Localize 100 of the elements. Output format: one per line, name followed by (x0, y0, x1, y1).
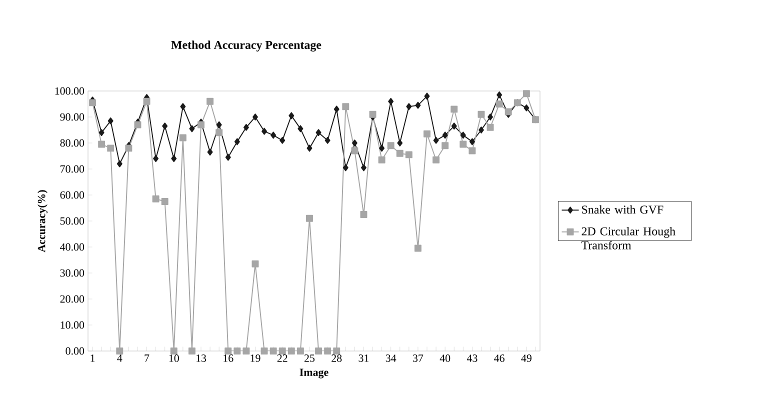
point (224, 348, 232, 354)
point (306, 144, 312, 152)
y-tick-label: 0.00 (66, 347, 84, 355)
point (262, 128, 268, 135)
point (424, 92, 430, 100)
point (424, 130, 430, 138)
x-tick-label: 1 (90, 354, 95, 362)
y-tick-label: 40.00 (60, 243, 84, 251)
point (280, 136, 286, 144)
point (198, 121, 204, 128)
point (432, 156, 440, 164)
point (351, 147, 358, 154)
point (234, 138, 240, 146)
point (216, 129, 223, 136)
point (460, 132, 466, 139)
point (469, 138, 475, 146)
y-tick-label: 100.00 (55, 87, 84, 95)
point (278, 348, 286, 354)
point (206, 98, 214, 105)
point (397, 140, 403, 146)
chart-title: Method Accuracy Percentage (171, 40, 322, 52)
point (288, 112, 294, 120)
point (352, 140, 358, 146)
point (315, 348, 322, 354)
x-tick-label: 16 (224, 354, 234, 362)
point (478, 126, 484, 134)
point (360, 164, 366, 172)
x-tick-label: 40 (440, 354, 450, 362)
point (143, 98, 150, 105)
point (342, 103, 350, 110)
y-axis-title: Accuracy(%) (38, 190, 48, 252)
x-axis-title: Image (300, 368, 328, 378)
point (270, 132, 276, 139)
point (188, 348, 196, 354)
x-tick-label: 28 (332, 354, 342, 362)
x-tick-label: 19 (250, 354, 260, 362)
point (252, 114, 258, 120)
point (242, 348, 250, 354)
x-tick-label: 37 (413, 354, 424, 362)
point (496, 100, 503, 108)
point (450, 106, 458, 113)
point (333, 348, 340, 354)
point (298, 125, 304, 132)
x-tick-label: 7 (144, 354, 150, 362)
point (496, 91, 502, 98)
point (116, 160, 122, 168)
legend-label: 2D Circular Hough Transform (581, 226, 676, 250)
point (524, 104, 530, 112)
point (379, 144, 385, 152)
y-tick-label: 20.00 (60, 295, 84, 303)
y-tick-label: 10.00 (60, 321, 84, 329)
point (125, 144, 132, 152)
point (179, 134, 186, 142)
point (504, 108, 512, 116)
legend-label: Snake with GVF (582, 205, 664, 214)
x-tick-label: 13 (196, 354, 206, 362)
point (98, 129, 104, 136)
x-tick-label: 34 (386, 354, 396, 362)
point (260, 348, 268, 354)
point (369, 110, 376, 118)
point (324, 136, 330, 144)
y-tick-label: 50.00 (60, 217, 84, 225)
point (288, 348, 295, 354)
point (396, 150, 404, 157)
point (162, 122, 168, 130)
point (306, 214, 313, 222)
point (360, 211, 368, 218)
point (207, 148, 213, 156)
point (388, 98, 394, 105)
point (108, 117, 114, 124)
point (189, 125, 195, 132)
point (342, 164, 348, 172)
point (324, 348, 332, 354)
point (405, 151, 412, 158)
point (316, 129, 322, 136)
point (442, 132, 448, 139)
x-tick-label: 43 (466, 354, 478, 362)
point (116, 348, 124, 354)
x-tick-label: 49 (521, 354, 532, 362)
point (243, 124, 249, 131)
y-tick-label: 80.00 (60, 139, 84, 147)
point (180, 103, 186, 110)
x-tick-label: 4 (117, 354, 122, 362)
x-tick-label: 25 (304, 354, 315, 362)
x-tick-label: 46 (494, 354, 504, 362)
point (522, 90, 530, 98)
point (460, 140, 467, 148)
y-tick-label: 60.00 (60, 191, 84, 199)
point (152, 195, 160, 202)
point (252, 260, 259, 268)
point (89, 99, 96, 106)
point (387, 142, 394, 150)
point (433, 136, 439, 144)
point (161, 198, 168, 205)
x-tick-label: 10 (169, 354, 179, 362)
point (296, 348, 304, 354)
point (234, 348, 241, 354)
point (270, 348, 277, 354)
point (415, 102, 421, 109)
point (442, 142, 449, 150)
